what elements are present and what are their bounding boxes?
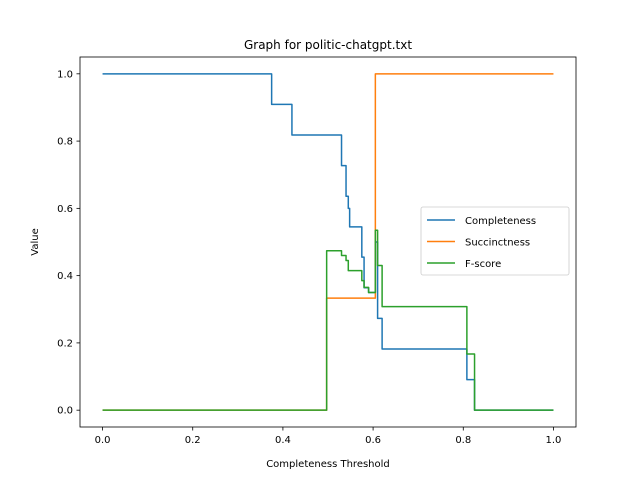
y-tick-label: 0.0 bbox=[57, 406, 73, 417]
series-line-completeness bbox=[102, 73, 554, 411]
plot-frame bbox=[79, 56, 577, 428]
y-tick-label: 0.2 bbox=[57, 338, 73, 349]
y-axis-label: Value bbox=[30, 228, 41, 255]
x-tick-label: 0.4 bbox=[275, 435, 291, 446]
y-tick-label: 1.0 bbox=[57, 69, 73, 80]
y-tick-label: 0.8 bbox=[57, 137, 73, 148]
x-tick-label: 1.0 bbox=[546, 435, 562, 446]
legend-box bbox=[420, 206, 570, 276]
x-tick-label: 0.8 bbox=[455, 435, 471, 446]
x-axis-label: Completeness Threshold bbox=[266, 459, 390, 470]
x-tick-label: 0.2 bbox=[185, 435, 201, 446]
series-line-f-score bbox=[102, 229, 554, 411]
x-axis: 0.0 0.2 0.4 0.6 0.8 1.0 bbox=[95, 427, 562, 446]
y-tick-label: 0.6 bbox=[57, 204, 73, 215]
chart-title: Graph for politic-chatgpt.txt bbox=[244, 38, 412, 52]
x-tick-label: 0.6 bbox=[365, 435, 381, 446]
x-tick-label: 0.0 bbox=[95, 435, 111, 446]
legend-label: Completeness bbox=[465, 216, 536, 227]
legend: Completeness Succinctness F-score bbox=[420, 206, 570, 276]
series-layer bbox=[102, 73, 554, 411]
y-tick-label: 0.4 bbox=[57, 271, 73, 282]
legend-label: Succinctness bbox=[465, 238, 530, 249]
legend-label: F-score bbox=[465, 259, 501, 270]
y-axis: 0.0 0.2 0.4 0.6 0.8 1.0 bbox=[57, 69, 80, 417]
